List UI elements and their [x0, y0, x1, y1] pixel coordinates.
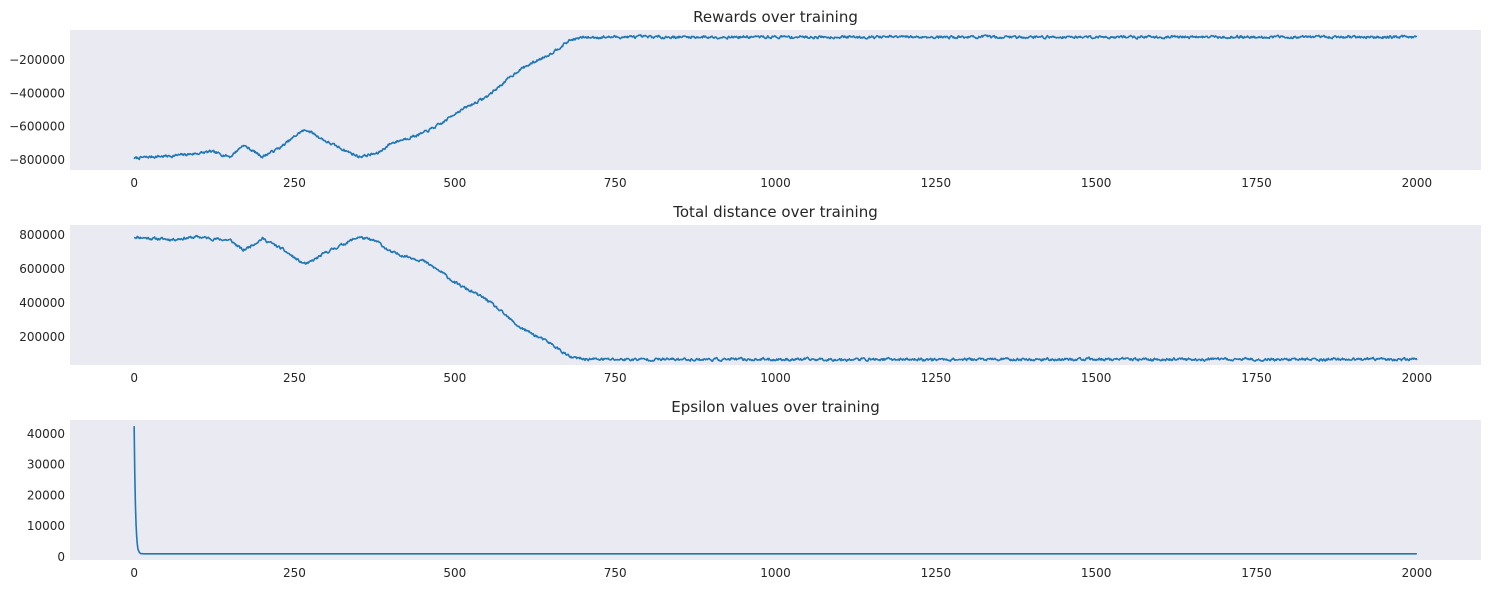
plot-area — [70, 30, 1481, 170]
x-tick-label: 2000 — [1402, 371, 1433, 385]
y-tick-label: 600000 — [19, 262, 65, 276]
x-tick-label: 500 — [443, 176, 466, 190]
x-tick-label: 1250 — [921, 176, 952, 190]
x-tick-label: 0 — [130, 176, 138, 190]
x-tick-label: 2000 — [1402, 566, 1433, 580]
y-tick-label: −200000 — [9, 53, 65, 67]
x-tick-label: 250 — [283, 566, 306, 580]
chart-title: Total distance over training — [672, 203, 877, 221]
y-tick-label: 20000 — [27, 488, 65, 502]
x-tick-label: 1000 — [760, 176, 791, 190]
x-tick-label: 1750 — [1241, 566, 1272, 580]
subplot-3: Epsilon values over training 0 250 500 750 10… — [27, 398, 1481, 580]
x-tick-label: 1500 — [1081, 566, 1112, 580]
series-line — [133, 34, 1418, 161]
x-tick-label: 750 — [604, 371, 627, 385]
plot-area — [70, 420, 1481, 560]
x-tick-label: 0 — [130, 566, 138, 580]
y-tick-label: 0 — [57, 550, 65, 564]
x-tick-label: 1750 — [1241, 176, 1272, 190]
x-tick-label: 1000 — [760, 566, 791, 580]
y-tick-label: 400000 — [19, 296, 65, 310]
x-tick-label: 1500 — [1081, 176, 1112, 190]
y-tick-label: 10000 — [27, 519, 65, 533]
x-tick-label: 1500 — [1081, 371, 1112, 385]
subplot-2: Total distance over training 0 250 500 750 10… — [19, 203, 1481, 385]
x-tick-label: 250 — [283, 176, 306, 190]
x-tick-label: 750 — [604, 176, 627, 190]
x-tick-label: 1250 — [921, 566, 952, 580]
y-tick-label: 40000 — [27, 427, 65, 441]
x-tick-label: 750 — [604, 566, 627, 580]
x-tick-label: 1250 — [921, 371, 952, 385]
y-tick-label: 30000 — [27, 458, 65, 472]
series-line — [133, 234, 1418, 363]
y-tick-label: −600000 — [9, 120, 65, 134]
x-tick-label: 500 — [443, 566, 466, 580]
x-tick-label: 1750 — [1241, 371, 1272, 385]
x-tick-label: 2000 — [1402, 176, 1433, 190]
y-tick-label: −400000 — [9, 86, 65, 100]
y-tick-label: −800000 — [9, 153, 65, 167]
x-tick-label: 0 — [130, 371, 138, 385]
plot-area — [70, 225, 1481, 365]
x-tick-label: 500 — [443, 371, 466, 385]
y-tick-label: 200000 — [19, 330, 65, 344]
y-tick-label: 800000 — [19, 228, 65, 242]
x-tick-label: 1000 — [760, 371, 791, 385]
subplot-1: Rewards over training 0 250 500 750 1000 1250 1… — [9, 8, 1481, 190]
series-line — [133, 426, 1417, 555]
x-tick-label: 250 — [283, 371, 306, 385]
chart-title: Epsilon values over training — [671, 398, 879, 416]
chart-title: Rewards over training — [693, 8, 858, 26]
